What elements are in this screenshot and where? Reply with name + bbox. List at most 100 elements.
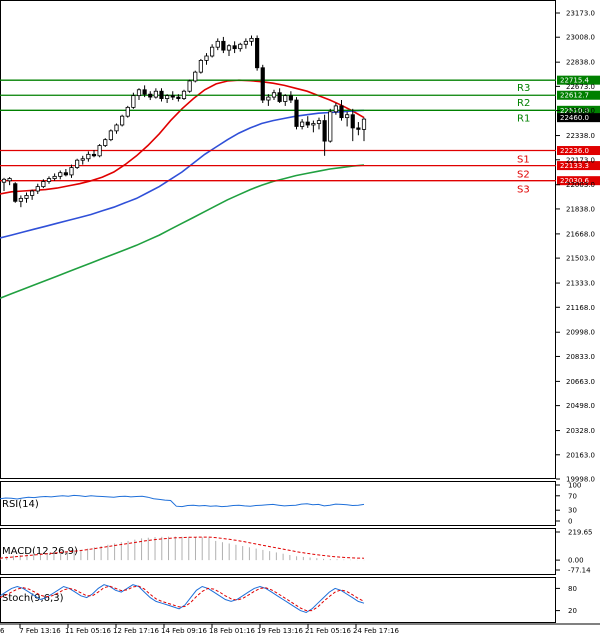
price-tick-label: 23008.0 [566,34,595,42]
price-tick-label: 22673.0 [566,83,595,91]
candles [1,35,367,208]
stoch-d-line [0,585,365,612]
candle-body [339,105,344,119]
time-axis: 6 7 Feb 13:16 11 Feb 05:16 12 Feb 17:16 14 F… [0,624,400,635]
price-tick-label: 21503.0 [566,255,595,263]
indicator-tick-label: 80 [568,585,577,593]
candle-body [1,178,7,183]
indicator-frame-3 [0,577,556,623]
candle-body [232,45,237,50]
indicator-frame-1 [0,481,556,526]
candle-body [97,145,102,157]
candle-body [283,95,288,102]
candle-body [41,181,46,188]
indicator-tick-label: 70 [568,492,577,500]
candle-body [316,120,322,124]
candle-body [328,111,333,142]
candle-body [52,175,57,179]
indicator-label: RSI(14) [2,499,39,510]
level-price-box [557,146,600,156]
candle-body [63,172,68,176]
candle-body [243,40,248,45]
time-tick-label: 21 Feb 05:16 [305,627,351,635]
time-tick-label: 14 Feb 09:16 [161,627,207,635]
candle-body [288,95,293,101]
price-tick-label: 22003.0 [566,181,595,189]
candle-body [108,130,113,141]
time-tick-label: 7 Feb 13:16 [19,627,61,635]
candle-body [193,71,198,82]
candle-body [75,159,80,168]
candle-body [159,90,164,99]
level-price-label: 22510.0 [560,107,589,115]
level-name-s3: S3 [517,185,530,196]
indicator-tick-label: -77.14 [568,567,591,575]
candle-body [148,93,153,98]
level-price-box [557,176,600,186]
candle-body [187,80,192,92]
candle-body [7,178,12,182]
indicator-tick-label: 20 [568,607,577,615]
time-tick-label: 12 Feb 17:16 [113,627,159,635]
macd-signal-line [0,536,365,559]
moving-average-line-2 [0,109,365,239]
level-price-label: 22133.3 [560,162,589,170]
price-tick-label: 20833.0 [566,353,595,361]
price-tick-label: 21668.0 [566,230,595,238]
indicator-tick-label: 30 [568,507,577,515]
rsi-line [0,494,365,508]
candle-body [221,40,226,51]
time-tick-label: 19 Feb 13:16 [257,627,303,635]
time-tick-label: 24 Feb 17:16 [353,627,399,635]
time-tick-label-fragment: 6 [0,627,5,635]
candle-body [142,89,147,95]
candle-body [125,106,130,117]
candle-body [215,40,220,48]
price-tick-label: 20998.0 [566,329,595,337]
main-chart-frame [0,0,556,479]
level-price-label: 22715.4 [560,77,589,85]
price-tick-label: 21333.0 [566,280,595,288]
pivot-levels: R3 22715.4 R2 22612.7 R1 22510.0 S1 22236.0 S2 22… [0,75,600,196]
candle-body [294,99,299,127]
candle-body [361,118,367,130]
level-name-r3: R3 [517,83,530,94]
indicator-tick-label: 219.65 [568,529,593,537]
indicator-label: Stoch(9,6,3) [2,593,64,604]
indicator-frame-2 [0,528,556,575]
candle-body [91,153,97,157]
level-name-r1: R1 [517,113,530,124]
candle-body [13,183,18,202]
candle-body [103,139,108,146]
level-price-box [557,90,600,100]
indicator-tick-label: 0.00 [568,557,584,565]
candle-body [35,186,40,192]
candle-body [114,124,119,132]
candle-body [350,114,355,129]
candle-body [18,197,23,202]
level-price-label: 22236.0 [560,147,589,155]
level-price-box [557,161,600,171]
price-tick-label: 22508.0 [566,107,595,115]
candle-body [165,95,170,99]
candle-body [80,158,85,161]
candle-body [69,167,74,176]
price-tick-label: 22838.0 [566,59,595,67]
candle-body [198,60,203,73]
indicator-tick-label: 0 [568,518,572,526]
level-price-label: 22030.6 [560,177,589,185]
price-tick-label: 22338.0 [566,132,595,140]
candle-body [271,92,277,98]
price-tick-label: 20663.0 [566,378,595,386]
price-tick-label: 22173.0 [566,156,595,164]
level-name-r2: R2 [517,98,530,109]
candle-body [238,43,243,50]
indicator-panels: 100 70 30 0 RSI(14) 219.65 0.00 -77.14 MACD(12,2… [0,482,593,615]
price-tick-label: 20328.0 [566,427,595,435]
level-name-s1: S1 [517,155,530,166]
current-price-box [557,113,600,123]
candle-body [345,114,350,119]
price-tick-label: 21168.0 [566,304,595,312]
